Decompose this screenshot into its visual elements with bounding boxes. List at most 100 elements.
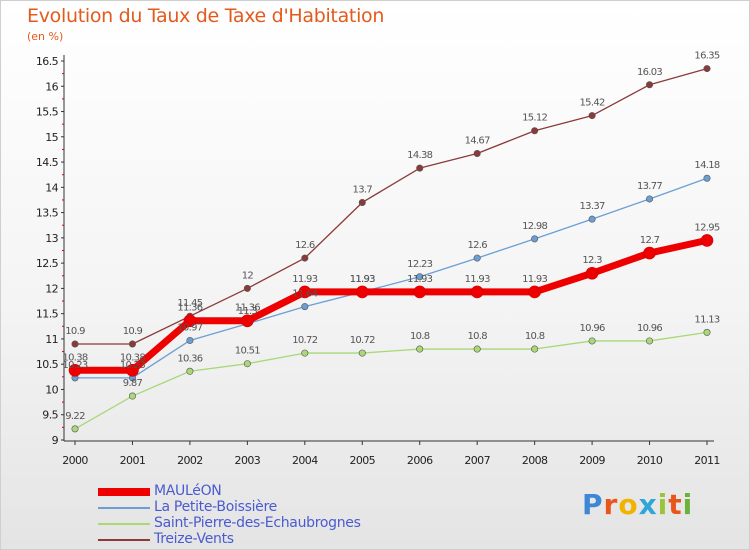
data-label: 10.8 (467, 331, 487, 342)
y-tick-label: 9.5 (42, 409, 58, 422)
data-label: 10.72 (350, 335, 375, 346)
data-point (126, 363, 139, 377)
data-label: 10.51 (235, 346, 260, 357)
data-label: 10.23 (120, 360, 145, 371)
x-tick-label: 2011 (694, 454, 720, 467)
data-point (646, 337, 654, 345)
data-label: 12.7 (640, 235, 660, 246)
logo-letter: r (603, 488, 619, 521)
data-label: 10.8 (525, 331, 545, 342)
data-label: 12 (242, 270, 254, 281)
data-point (531, 235, 539, 243)
data-label: 14.67 (465, 135, 490, 146)
y-tick-label: 16.5 (36, 55, 59, 68)
data-point (646, 81, 654, 89)
data-point (243, 360, 251, 368)
legend-swatch (98, 523, 150, 525)
data-point (643, 246, 656, 260)
data-point (301, 303, 309, 311)
data-label: 11.36 (235, 303, 260, 314)
data-label: 11.36 (177, 303, 202, 314)
data-label: 10.38 (120, 352, 145, 363)
data-point (528, 285, 541, 299)
data-label: 12.95 (694, 222, 719, 233)
x-tick-label: 2004 (292, 454, 318, 467)
data-label: 9.87 (123, 378, 143, 389)
data-point (470, 285, 484, 299)
x-tick-label: 2008 (522, 454, 548, 467)
legend-swatch (98, 507, 150, 509)
data-label: 10.9 (65, 326, 85, 337)
x-tick-label: 2007 (464, 454, 490, 467)
data-label: 14.18 (694, 160, 719, 171)
data-point (646, 195, 654, 203)
data-point (186, 336, 194, 344)
data-point (413, 285, 427, 299)
x-tick-label: 2001 (120, 454, 146, 467)
legend-label: Treize-Vents (154, 531, 234, 547)
data-label: 13.7 (353, 184, 373, 195)
data-point (71, 340, 79, 348)
data-label: 16.35 (694, 51, 719, 62)
data-label: 11.64 (292, 289, 317, 300)
data-label: 15.42 (580, 98, 605, 109)
x-tick-label: 2003 (235, 454, 261, 467)
y-tick-label: 16 (45, 80, 58, 93)
chart-title: Evolution du Taux de Taxe d'Habitation (27, 5, 385, 27)
data-point (700, 234, 714, 247)
data-label: 12.6 (467, 240, 487, 251)
legend-swatch (98, 539, 150, 541)
data-label: 14.38 (407, 150, 432, 161)
data-label: 12.23 (407, 259, 432, 270)
data-point (703, 328, 711, 336)
y-tick-label: 10 (45, 383, 58, 396)
x-tick-label: 2000 (62, 454, 88, 467)
data-label: 10.8 (410, 331, 430, 342)
data-label: 11.45 (177, 298, 202, 309)
data-point (243, 284, 251, 292)
y-tick-label: 11 (45, 333, 58, 346)
data-point (301, 254, 309, 262)
data-point (128, 392, 136, 400)
data-label: 10.38 (62, 352, 87, 363)
data-label: 13.77 (637, 181, 662, 192)
data-point (71, 425, 79, 433)
data-label: 12.98 (522, 221, 547, 232)
data-point (588, 337, 596, 345)
x-tick-label: 2006 (407, 454, 433, 467)
data-point (473, 254, 481, 262)
legend-label: MAULéON (154, 483, 222, 499)
data-label: 11.93 (292, 274, 317, 285)
data-point (416, 164, 424, 172)
y-tick-label: 13.5 (36, 207, 59, 220)
data-point (183, 314, 197, 328)
series-line-3 (74, 67, 708, 345)
x-tick-label: 2009 (579, 454, 605, 467)
data-label: 11.93 (522, 274, 547, 285)
y-tick-label: 12 (45, 282, 58, 295)
y-tick-label: 11.5 (36, 308, 59, 321)
y-tick-label: 13 (45, 232, 58, 245)
data-label: 12.6 (295, 240, 315, 251)
data-label: 10.96 (637, 323, 662, 334)
data-point (298, 285, 312, 299)
data-point (416, 345, 424, 353)
y-tick-label: 15 (45, 131, 58, 144)
data-label: 15.12 (522, 113, 547, 124)
data-label: 11.93 (350, 274, 375, 285)
data-point (355, 285, 369, 299)
x-tick-label: 2010 (637, 454, 663, 467)
data-point (585, 266, 599, 280)
data-point (588, 112, 596, 120)
y-tick-label: 12.5 (36, 257, 59, 270)
data-point (358, 349, 366, 357)
data-label: 11.13 (694, 314, 719, 325)
legend-swatch (98, 488, 150, 496)
y-tick-label: 14.5 (36, 156, 59, 169)
series-line-1 (74, 177, 708, 379)
data-point (128, 340, 136, 348)
chart-subtitle: (en %) (27, 30, 64, 43)
x-tick-label: 2005 (349, 454, 375, 467)
